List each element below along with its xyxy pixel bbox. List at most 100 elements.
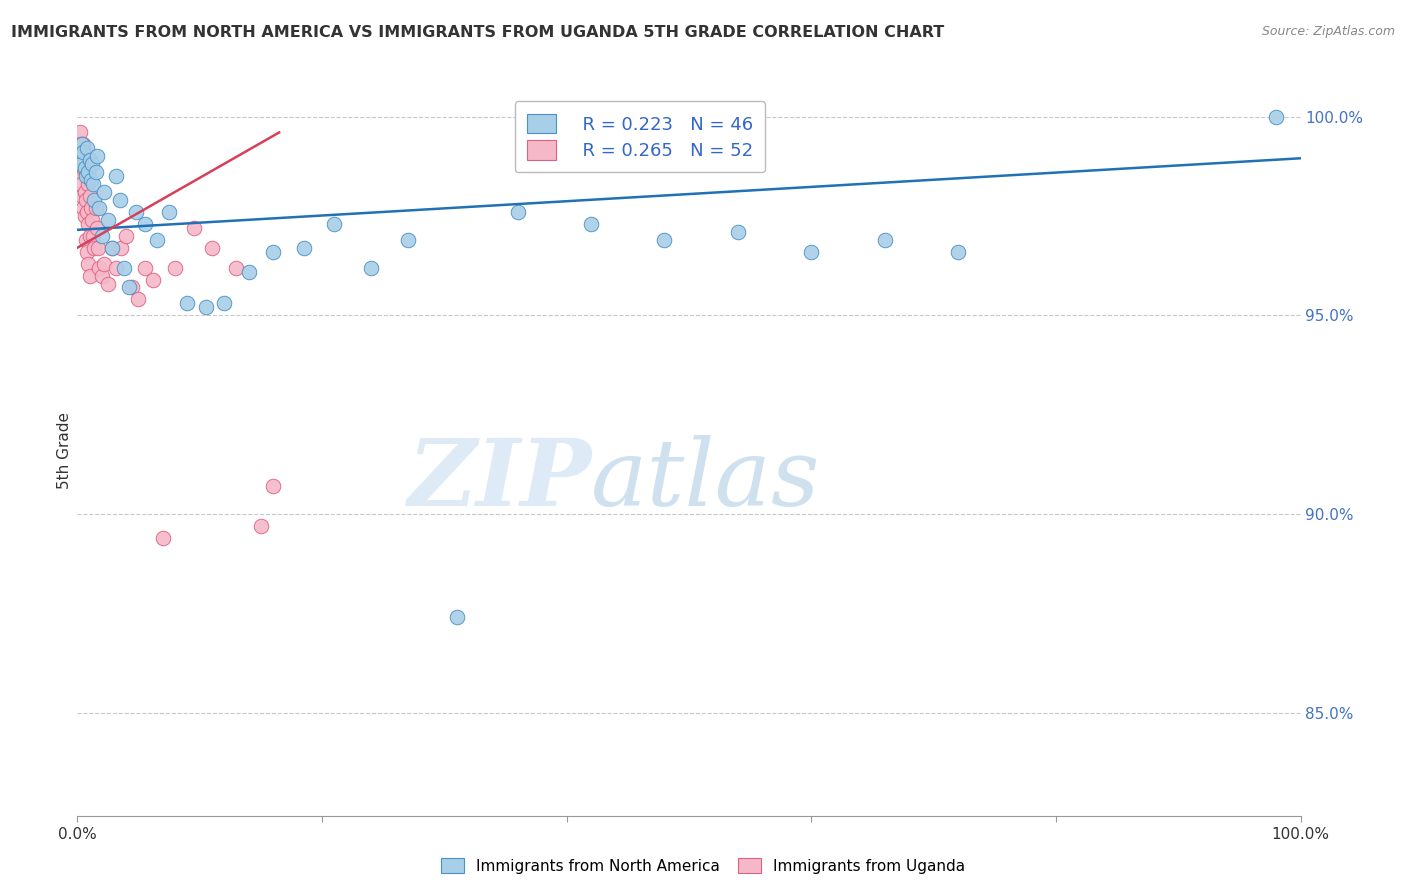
Point	[90, 228, 112, 243]
Point	[70, 149, 93, 163]
Point	[396, 233, 419, 247]
Point	[134, 260, 156, 275]
Point	[67, 161, 90, 176]
Point	[212, 296, 235, 310]
Point	[75, 233, 97, 247]
Point	[73, 209, 96, 223]
Text: IMMIGRANTS FROM NORTH AMERICA VS IMMIGRANTS FROM UGANDA 5TH GRADE CORRELATION CH: IMMIGRANTS FROM NORTH AMERICA VS IMMIGRA…	[11, 25, 945, 40]
Point	[87, 241, 110, 255]
Legend: Immigrants from North America, Immigrants from Uganda: Immigrants from North America, Immigrant…	[434, 852, 972, 880]
Point	[69, 165, 91, 179]
Point	[72, 137, 94, 152]
Point	[89, 260, 111, 275]
Point	[84, 201, 107, 215]
Point	[97, 277, 120, 291]
Point	[79, 268, 101, 283]
Point	[69, 125, 91, 139]
Point	[77, 217, 100, 231]
Point	[800, 244, 823, 259]
Point	[77, 257, 100, 271]
Point	[654, 233, 676, 247]
Point	[142, 272, 165, 286]
Point	[194, 301, 217, 315]
Point	[80, 173, 103, 187]
Point	[1265, 110, 1288, 124]
Point	[176, 296, 198, 310]
Point	[250, 519, 273, 533]
Point	[72, 145, 94, 160]
Point	[90, 268, 112, 283]
Legend:   R = 0.223   N = 46,   R = 0.265   N = 52: R = 0.223 N = 46, R = 0.265 N = 52	[515, 101, 765, 172]
Point	[506, 205, 529, 219]
Point	[79, 228, 101, 243]
Point	[72, 201, 94, 215]
Point	[72, 161, 94, 176]
Point	[100, 241, 122, 255]
Point	[579, 217, 602, 231]
Point	[86, 220, 108, 235]
Point	[80, 157, 103, 171]
Point	[80, 213, 103, 227]
Point	[183, 220, 205, 235]
Point	[75, 169, 97, 183]
Point	[97, 213, 120, 227]
Point	[76, 165, 98, 179]
Point	[105, 169, 128, 183]
Point	[70, 157, 93, 171]
Point	[76, 244, 98, 259]
Point	[946, 244, 969, 259]
Point	[93, 257, 115, 271]
Point	[84, 165, 107, 179]
Point	[134, 217, 156, 231]
Point	[727, 225, 749, 239]
Point	[446, 610, 468, 624]
Point	[110, 241, 132, 255]
Point	[262, 244, 284, 259]
Point	[323, 217, 346, 231]
Point	[225, 260, 247, 275]
Point	[112, 260, 135, 275]
Point	[146, 233, 169, 247]
Point	[70, 137, 93, 152]
Point	[89, 201, 111, 215]
Point	[165, 260, 187, 275]
Point	[70, 137, 93, 152]
Point	[152, 531, 174, 545]
Text: ZIP: ZIP	[406, 434, 591, 524]
Point	[75, 193, 97, 207]
Point	[75, 153, 97, 168]
Point	[79, 153, 101, 168]
Point	[83, 193, 105, 207]
Point	[80, 201, 103, 215]
Point	[93, 185, 115, 199]
Point	[201, 241, 224, 255]
Point	[86, 149, 108, 163]
Point	[73, 161, 96, 176]
Point	[238, 264, 260, 278]
Point	[115, 228, 138, 243]
Point	[108, 193, 131, 207]
Point	[70, 189, 93, 203]
Point	[105, 260, 128, 275]
Text: atlas: atlas	[591, 434, 821, 524]
Point	[73, 185, 96, 199]
Point	[82, 177, 104, 191]
Point	[70, 177, 93, 191]
Text: Source: ZipAtlas.com: Source: ZipAtlas.com	[1261, 25, 1395, 38]
Y-axis label: 5th Grade: 5th Grade	[56, 412, 72, 489]
Point	[82, 228, 104, 243]
Point	[76, 141, 98, 155]
Point	[873, 233, 896, 247]
Point	[77, 165, 100, 179]
Point	[127, 293, 149, 307]
Point	[360, 260, 382, 275]
Point	[79, 189, 101, 203]
Point	[77, 177, 100, 191]
Point	[73, 145, 96, 160]
Point	[83, 241, 105, 255]
Point	[125, 205, 148, 219]
Point	[76, 205, 98, 219]
Point	[67, 137, 90, 152]
Point	[69, 149, 91, 163]
Point	[118, 280, 141, 294]
